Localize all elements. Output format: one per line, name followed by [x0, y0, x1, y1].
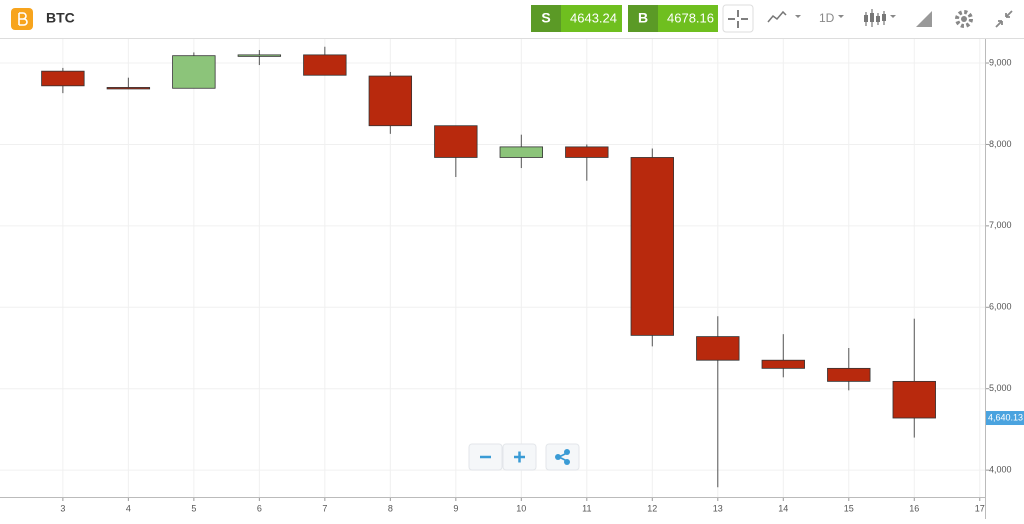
x-tick-label: 10: [516, 503, 526, 513]
x-tick-label: 11: [582, 503, 591, 513]
top-bar: [0, 0, 1024, 38]
last-price-label: 4,640.13: [988, 412, 1023, 422]
btc-icon-glyph: [18, 12, 28, 26]
x-tick-label: 17: [975, 503, 985, 513]
crosshair-button[interactable]: [722, 4, 754, 33]
x-tick-label: 8: [388, 503, 393, 513]
share-dot: [564, 459, 570, 465]
x-tick-label: 5: [191, 503, 196, 513]
chart-type-icon: [882, 14, 886, 21]
candle-body: [237, 54, 282, 57]
x-tick-label: 13: [713, 503, 723, 513]
settings-hub: [961, 16, 967, 22]
candle-body: [565, 146, 609, 158]
share-button[interactable]: [545, 443, 580, 471]
x-tick-label: 7: [322, 503, 327, 513]
settings-button[interactable]: [955, 10, 973, 28]
x-tick-label: 15: [844, 503, 854, 513]
plus-icon: [514, 451, 525, 463]
dropdown-arrow: [890, 15, 896, 18]
y-tick-label: 9,000: [989, 57, 1012, 67]
chart-type-icon: [876, 16, 880, 22]
zoom-in-button[interactable]: [502, 443, 537, 471]
studies-button[interactable]: [767, 10, 801, 23]
candle-body: [499, 146, 544, 158]
candle-body: [368, 75, 413, 127]
sell-price: 4643.24: [570, 10, 617, 25]
chart-type-button[interactable]: [864, 9, 896, 27]
candle-body: [630, 157, 674, 336]
y-tick-label: 8,000: [989, 139, 1012, 149]
y-tick-label: 4,000: [989, 465, 1012, 475]
share-dot: [555, 454, 561, 460]
sell-label: S: [541, 10, 550, 26]
buy-price-bg: [658, 5, 718, 32]
x-tick-label: 12: [647, 503, 657, 513]
y-tick-label: 7,000: [989, 220, 1012, 230]
plot: 3 4 5 6 7 8 9 10 11 12 13 14 15 16 17 4,000 5,000 6,000 7,…: [0, 39, 1024, 519]
buy-price: 4678.16: [667, 10, 714, 25]
crosshair-icon: [728, 10, 748, 28]
x-tick-label: 14: [778, 503, 788, 513]
x-tick-label: 9: [453, 503, 458, 513]
last-price-tag: [986, 411, 1024, 426]
share-bg: [545, 443, 580, 471]
draw-tool-button[interactable]: [916, 11, 932, 27]
dropdown-arrow: [795, 15, 801, 18]
candle-body: [106, 87, 151, 90]
candle-body: [696, 336, 740, 361]
candle-body: [892, 380, 936, 419]
crosshair-bg: [722, 4, 754, 33]
collapse-button[interactable]: [995, 10, 1013, 28]
y-tick-label: 5,000: [989, 383, 1012, 393]
buy-button[interactable]: B 4678.16: [628, 5, 718, 32]
x-tick-label: 4: [126, 503, 131, 513]
share-dot: [564, 449, 570, 455]
x-tick-label: 6: [257, 503, 262, 513]
x-tick-label: 16: [909, 503, 919, 513]
candle-body: [827, 367, 871, 382]
candle-body: [41, 70, 85, 87]
sell-button[interactable]: S 4643.24: [531, 5, 622, 32]
chart-type-icon: [864, 15, 868, 22]
sell-label-bg: [531, 5, 561, 32]
interval: 1D: [819, 11, 835, 25]
candle-body: [434, 125, 478, 158]
zoom-out-button[interactable]: [468, 443, 503, 471]
chart-type-icon: [870, 13, 874, 22]
dropdown-arrow: [838, 15, 844, 18]
buy-label-bg: [628, 5, 658, 32]
studies-icon: [767, 10, 787, 23]
symbol: BTC: [46, 10, 75, 26]
candle-body: [761, 359, 805, 369]
candle-body: [303, 54, 347, 76]
interval-button[interactable]: 1D: [819, 11, 844, 25]
sell-price-bg: [561, 5, 622, 32]
x-tick-label: 3: [60, 503, 65, 513]
y-tick-label: 6,000: [989, 302, 1012, 312]
buy-label: B: [638, 10, 648, 26]
candle-body: [172, 55, 216, 89]
